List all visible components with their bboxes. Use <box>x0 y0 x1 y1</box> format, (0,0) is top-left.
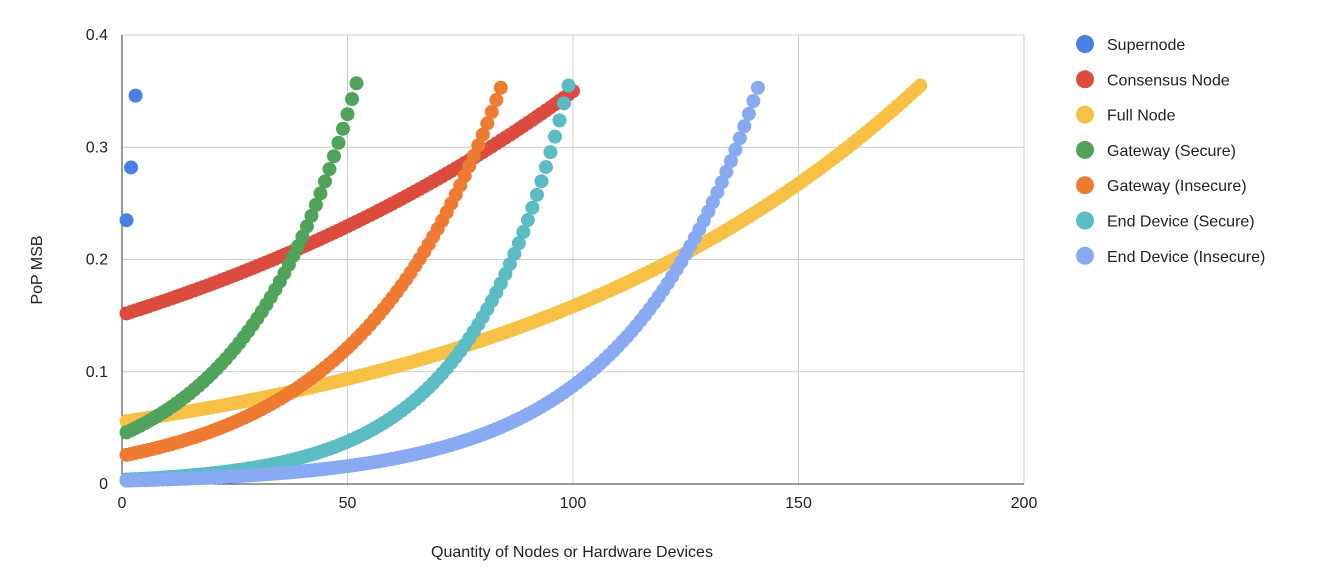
data-points <box>119 76 928 488</box>
data-point <box>719 164 734 179</box>
data-point <box>534 174 549 189</box>
legend-marker <box>1076 140 1094 159</box>
data-point <box>913 78 928 93</box>
data-point <box>723 153 738 168</box>
data-point <box>529 187 544 202</box>
legend-label: End Device (Secure) <box>1107 214 1255 231</box>
data-point <box>299 219 314 234</box>
data-point <box>511 236 526 251</box>
axes <box>121 35 1024 485</box>
series-end-device-insecure <box>119 80 765 488</box>
x-tick-label: 100 <box>560 495 587 512</box>
data-point <box>746 94 761 109</box>
y-axis-ticks: 0 0.1 0.2 0.3 0.4 <box>86 27 108 493</box>
data-point <box>128 88 143 103</box>
data-point <box>349 76 364 91</box>
data-point <box>561 78 576 93</box>
x-tick-label: 200 <box>1011 495 1038 512</box>
data-point <box>750 80 765 95</box>
data-point <box>313 186 328 201</box>
legend-marker <box>1076 246 1094 265</box>
series-gateway-insecure <box>119 80 508 462</box>
data-point <box>741 106 756 121</box>
series-gateway-secure <box>119 76 364 440</box>
data-point <box>484 104 499 119</box>
data-point <box>520 213 535 228</box>
legend-label: Supernode <box>1107 37 1185 54</box>
data-point <box>525 200 540 215</box>
legend-marker <box>1076 70 1094 89</box>
data-point <box>119 213 134 228</box>
data-point <box>556 96 571 111</box>
data-point <box>507 246 522 261</box>
data-point <box>331 135 346 150</box>
x-axis-title: Quantity of Nodes or Hardware Devices <box>431 544 713 561</box>
data-point <box>547 129 562 144</box>
series-supernode <box>119 88 143 228</box>
data-point <box>326 149 341 164</box>
data-point <box>480 116 495 131</box>
legend-marker <box>1076 35 1094 53</box>
data-point <box>340 107 355 122</box>
data-point <box>538 160 553 175</box>
y-tick-label: 0.3 <box>86 139 108 156</box>
data-point <box>304 208 319 223</box>
data-point <box>543 145 558 160</box>
y-tick-label: 0.1 <box>86 364 108 381</box>
legend-label: Gateway (Insecure) <box>1107 178 1247 195</box>
legend-marker <box>1076 176 1094 195</box>
data-point <box>471 138 486 153</box>
data-point <box>552 113 567 128</box>
legend-label: Consensus Node <box>1107 72 1230 89</box>
legend-marker <box>1076 211 1094 230</box>
legend-label: End Device (Insecure) <box>1107 249 1265 266</box>
data-point <box>516 224 531 239</box>
data-point <box>345 92 360 107</box>
data-point <box>317 174 332 189</box>
x-tick-label: 150 <box>785 495 812 512</box>
x-tick-label: 0 <box>118 495 127 512</box>
y-tick-label: 0 <box>99 476 108 493</box>
y-tick-label: 0.2 <box>86 252 108 269</box>
legend-marker <box>1076 105 1094 124</box>
x-axis-ticks: 0 50 100 150 200 <box>118 495 1038 512</box>
data-point <box>728 142 743 157</box>
data-point <box>308 197 323 212</box>
legend: Supernode Consensus Node Full Node Gateway … <box>1076 35 1265 266</box>
y-tick-label: 0.4 <box>86 27 108 44</box>
x-tick-label: 50 <box>339 495 357 512</box>
data-point <box>714 175 729 190</box>
data-point <box>475 127 490 142</box>
data-point <box>322 162 337 177</box>
data-point <box>124 160 139 175</box>
legend-label: Gateway (Secure) <box>1107 143 1236 160</box>
data-point <box>466 148 481 163</box>
data-point <box>732 131 747 146</box>
data-point <box>737 119 752 134</box>
data-point <box>493 80 508 95</box>
y-axis-title: PoP MSB <box>29 235 46 304</box>
data-point <box>335 121 350 136</box>
data-point <box>489 93 504 108</box>
legend-label: Full Node <box>1107 108 1176 125</box>
